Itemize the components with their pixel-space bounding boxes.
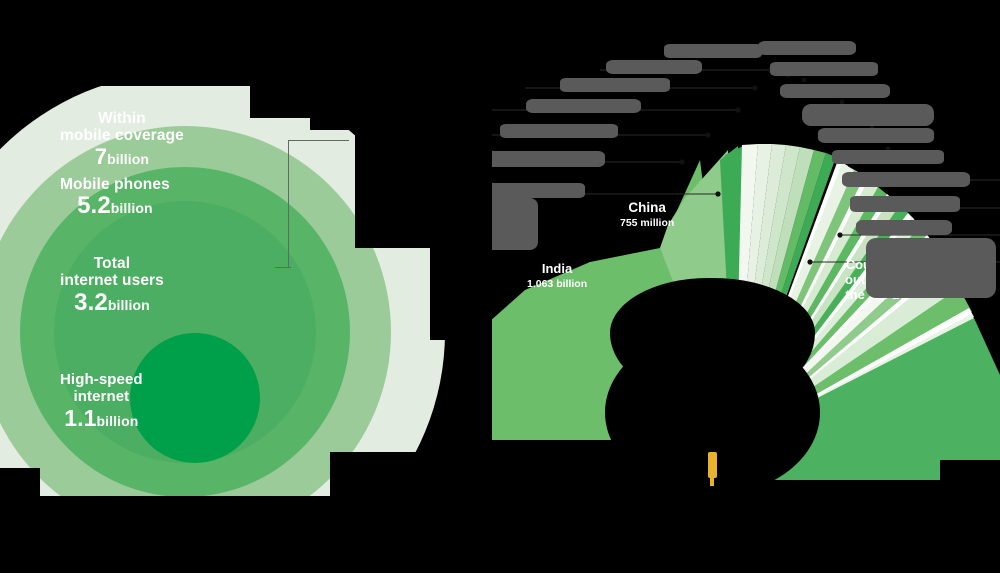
redacted-label-left-2 xyxy=(470,151,605,167)
redacted-label-left-5 xyxy=(560,78,670,92)
fan-label-china-title: China xyxy=(628,200,666,215)
value-total-internet-users: 3.2 xyxy=(74,288,108,316)
label-total-internet-users-value-row: 3.2billion xyxy=(60,288,164,317)
redacted-label-left-3 xyxy=(500,124,618,138)
redacted-label-right-3 xyxy=(780,84,890,98)
label-within-mobile-coverage-value-row: 7billion xyxy=(60,143,184,170)
redacted-label-right-10 xyxy=(866,238,996,298)
redacted-label-right-4 xyxy=(802,104,934,126)
label-high-speed-internet-value-row: 1.1billion xyxy=(60,404,143,432)
fan-label-china: China 755 million xyxy=(620,200,674,229)
redacted-label-right-7 xyxy=(842,172,970,187)
label-total-internet-users-line1: Total xyxy=(93,255,131,272)
redacted-label-left-1 xyxy=(470,183,585,198)
right-upper-mask-b xyxy=(406,118,470,248)
redacted-label-right-1 xyxy=(758,41,856,55)
label-high-speed-internet-line2: internet xyxy=(73,387,130,405)
yellow-marker-stem xyxy=(710,470,714,492)
leader-dots-left xyxy=(679,67,773,197)
fan-bottom-mask xyxy=(470,486,1000,573)
fan-label-india-title: India xyxy=(541,261,573,276)
fan-label-india: India 1.063 billion xyxy=(527,261,588,290)
label-high-speed-internet: High-speed internet 1.1billion xyxy=(60,371,143,432)
fan-label-india-value: 1.063 billion xyxy=(527,277,588,290)
label-mobile-phones: Mobile phones 5.2billion xyxy=(60,176,170,220)
unit-total-internet-users: billion xyxy=(107,296,150,313)
yellow-marker xyxy=(708,452,717,478)
label-mobile-phones-value-row: 5.2billion xyxy=(60,192,170,220)
label-total-internet-users: Total internet users 3.2billion xyxy=(60,255,164,317)
unit-mobile-phones: billion xyxy=(110,200,153,217)
label-mobile-phones-line1: Mobile phones xyxy=(60,176,170,193)
value-within-mobile-coverage: 7 xyxy=(94,143,108,169)
unit-within-mobile-coverage: billion xyxy=(107,150,150,167)
redacted-label-right-8 xyxy=(850,196,960,212)
redacted-label-right-2 xyxy=(770,62,878,76)
redacted-label-right-6 xyxy=(832,150,944,164)
redacted-label-left-7 xyxy=(664,44,762,58)
top-mask xyxy=(0,0,470,86)
label-total-internet-users-line2: internet users xyxy=(60,272,164,290)
redacted-label-left-4 xyxy=(526,99,641,113)
ring-high-speed-internet xyxy=(130,333,260,463)
fan-chart-panel: India 1.063 billion China 755 million Co… xyxy=(470,0,1000,573)
redacted-label-right-9 xyxy=(856,220,952,235)
bottom-left-mask xyxy=(0,468,40,573)
fan-bottom-right-mask xyxy=(940,460,1000,573)
redacted-label-right-5 xyxy=(818,128,934,143)
panel-separator-mask xyxy=(462,0,492,573)
label-high-speed-internet-line1: High-speed xyxy=(60,371,143,388)
label-within-mobile-coverage-line1: Within xyxy=(98,110,146,127)
fan-label-china-value: 755 million xyxy=(620,216,675,229)
concentric-circles-panel: Within mobile coverage 7billion Mobile p… xyxy=(0,0,470,573)
label-within-mobile-coverage: Within mobile coverage 7billion xyxy=(60,110,184,169)
value-mobile-phones: 5.2 xyxy=(77,192,111,220)
top-right-notch-mask xyxy=(250,86,470,118)
unit-high-speed-internet: billion xyxy=(96,412,139,429)
label-within-mobile-coverage-line2: mobile coverage xyxy=(60,127,184,145)
redacted-label-left-6 xyxy=(606,60,702,74)
value-high-speed-internet: 1.1 xyxy=(64,404,97,431)
bottom-right-mask xyxy=(330,452,470,573)
